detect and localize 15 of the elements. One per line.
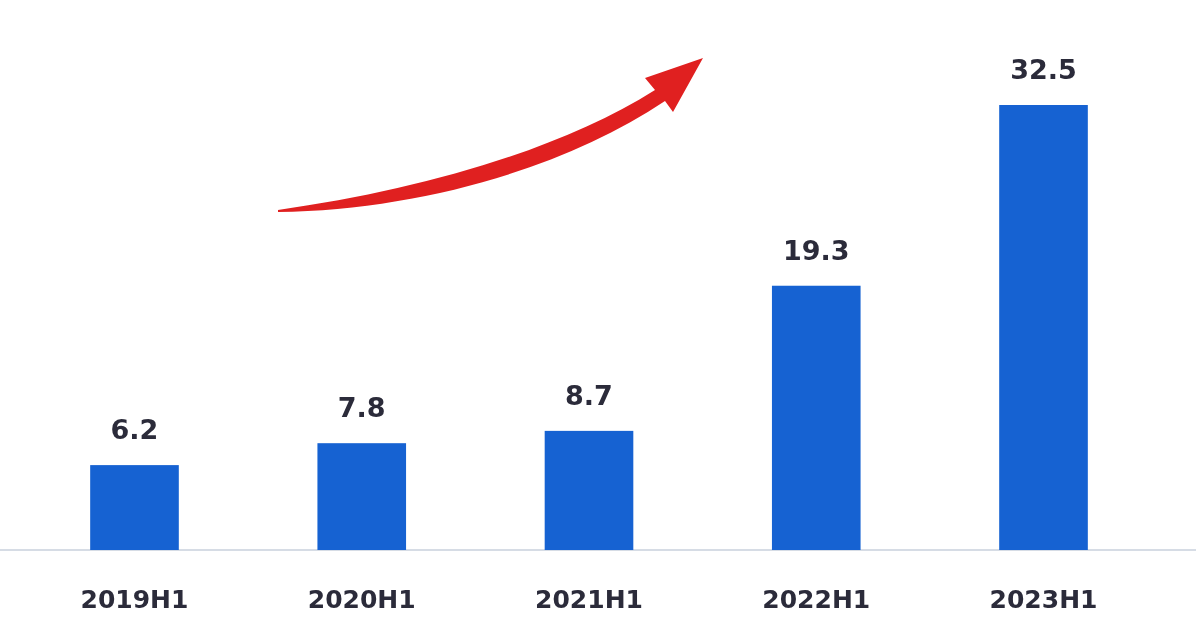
x-tick-label: 2021H1 [535,585,643,614]
data-label: 19.3 [782,234,850,266]
data-label: 8.7 [565,379,613,411]
x-tick-label: 2023H1 [989,585,1098,614]
x-tick-label: 2019H1 [80,585,189,614]
data-label: 7.8 [337,392,386,424]
x-tick-label: 2020H1 [307,585,416,614]
data-label: 6.2 [110,414,159,446]
bar [999,105,1088,550]
bar [544,430,634,550]
bar [771,285,861,550]
bar [90,465,179,550]
x-tick-label: 2022H1 [762,585,871,614]
data-label: 32.5 [1010,54,1077,85]
bar [317,443,407,550]
